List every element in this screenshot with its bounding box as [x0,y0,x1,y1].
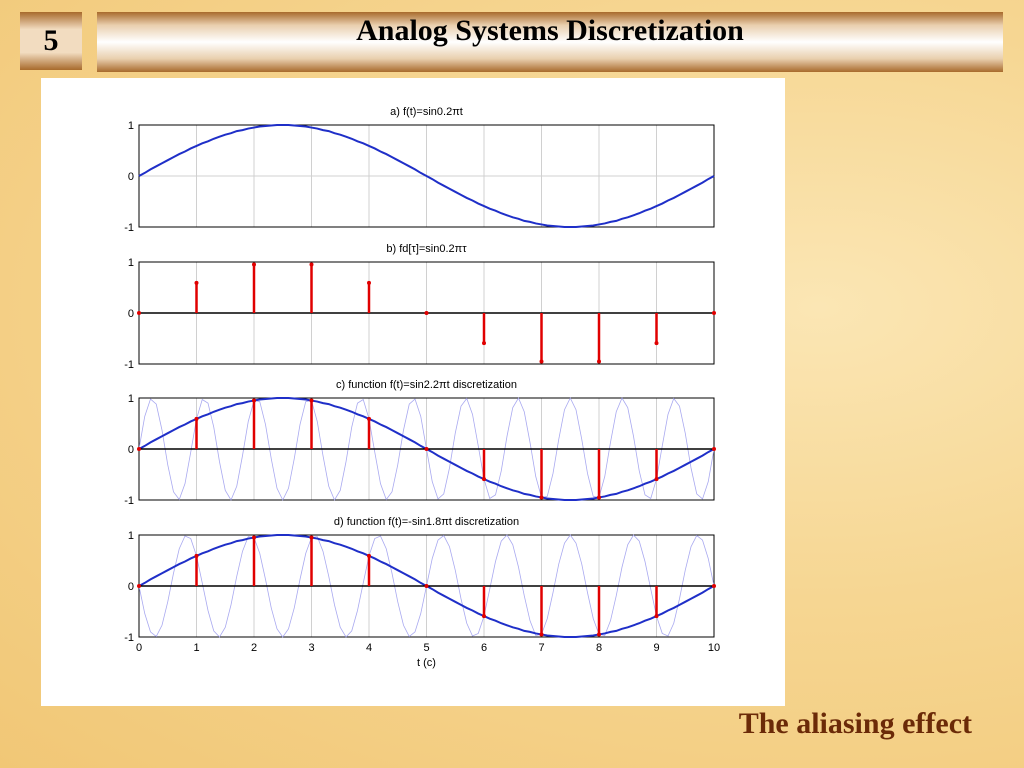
x-tick-label: 8 [596,642,602,654]
stem-marker [367,280,371,285]
chart-title: b) fd[τ]=sin0.2πτ [386,243,467,255]
line [138,124,715,228]
stem-marker [367,553,371,558]
x-tick-label: 4 [366,642,372,654]
stem-marker [482,341,486,346]
slide-title: Analog Systems Discretization [356,14,744,47]
chart-title: c) function f(t)=sin2.2πt discretization [336,379,517,391]
x-tick-label: 6 [481,642,487,654]
y-tick-label: 1 [128,393,134,405]
stem-marker [539,632,544,637]
x-tick-label: 1 [193,642,199,654]
stem-marker [712,584,716,588]
stem-marker [309,262,314,267]
chart-title: d) function f(t)=-sin1.8πt discretizatio… [334,516,519,528]
stem-marker [424,584,429,588]
x-tick-label: 9 [653,642,659,654]
stem-marker [137,447,141,451]
stem-marker [539,495,544,500]
x-tick-label: 7 [538,642,544,654]
y-tick-label: 1 [128,530,134,542]
stem-marker [539,359,544,364]
y-tick-label: -1 [124,359,134,371]
y-tick-label: 0 [128,581,134,593]
stem-marker [252,262,256,267]
x-tick-label: 10 [708,642,720,654]
stem-marker [194,553,199,558]
x-tick-label: 2 [251,642,257,654]
x-tick-label: 0 [136,642,142,654]
stem-marker [252,398,256,403]
stem-marker [424,311,429,315]
stem-marker [482,477,486,482]
stem-marker [712,311,716,315]
stem-marker [482,614,486,619]
stem-marker [252,535,256,540]
stem-marker [137,584,141,588]
stem-marker [194,280,199,285]
header-bar [97,12,1003,72]
y-tick-label: 1 [128,257,134,269]
y-tick-label: -1 [124,495,134,507]
y-tick-label: 0 [128,444,134,456]
y-tick-label: 0 [128,308,134,320]
y-tick-label: 0 [128,171,134,183]
stem-marker [654,477,659,482]
stem-marker [654,341,659,346]
stem-marker [424,447,429,451]
x-axis-label: t (c) [417,657,436,669]
stem-marker [654,614,659,619]
chart-title: a) f(t)=sin0.2πt [390,106,463,118]
stem-marker [137,311,141,315]
y-tick-label: -1 [124,632,134,644]
stem-marker [712,447,716,451]
x-tick-label: 3 [308,642,314,654]
stem-marker [367,416,371,421]
slide-number: 5 [20,12,82,70]
stem-marker [597,359,601,364]
slide-caption: The aliasing effect [738,707,972,740]
y-tick-label: 1 [128,120,134,132]
stem-marker [194,416,199,421]
stem-marker [597,632,601,637]
stem-marker [597,495,601,500]
stem-marker [309,535,314,540]
x-tick-label: 5 [423,642,429,654]
stem-marker [309,398,314,403]
y-tick-label: -1 [124,222,134,234]
